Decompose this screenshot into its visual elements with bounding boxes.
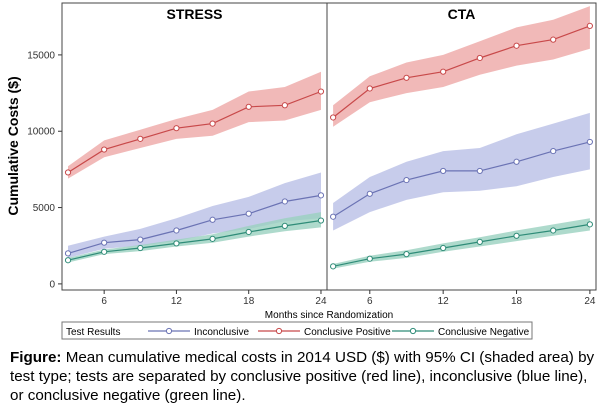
chart: 0 5000 10000 15000 Cumulative Costs ($) STRES…: [5, 2, 597, 340]
data-point: [550, 227, 557, 234]
data-point: [476, 238, 483, 246]
x-tick-label: 18: [243, 296, 255, 307]
data-point: [209, 120, 216, 127]
data-point: [366, 85, 373, 92]
y-tick-label: 15000: [27, 50, 55, 61]
figure-caption: Figure: Mean cumulative medical costs in…: [10, 348, 595, 405]
x-tick-label: 6: [101, 296, 107, 307]
legend-swatch-marker: [165, 327, 173, 335]
data-point: [101, 146, 108, 153]
y-tick-label: 10000: [27, 127, 55, 138]
ci-band: [333, 218, 590, 269]
x-tick-label: 12: [171, 296, 183, 307]
x-axis-label: Months since Randomization: [265, 310, 393, 321]
data-point: [550, 36, 557, 43]
legend-swatch-marker: [409, 327, 417, 335]
data-point: [586, 138, 593, 146]
data-point: [245, 103, 252, 110]
ci-band: [68, 172, 321, 258]
data-point: [317, 88, 325, 95]
data-point: [137, 135, 144, 142]
caption-text: Mean cumulative medical costs in 2014 US…: [10, 349, 595, 404]
data-point: [281, 102, 288, 109]
panel-title: CTA: [448, 6, 476, 22]
y-tick-label: 5000: [33, 203, 56, 214]
data-point: [137, 236, 144, 243]
legend-title: Test Results: [66, 327, 120, 338]
legend-swatch-marker: [275, 327, 283, 335]
x-tick-label: 12: [438, 296, 450, 307]
data-point: [476, 167, 483, 175]
data-point: [281, 198, 288, 205]
data-point: [64, 257, 72, 264]
x-tick-label: 24: [584, 296, 596, 307]
data-point: [403, 74, 410, 81]
data-point: [586, 22, 593, 29]
legend-label: Inconclusive: [194, 327, 249, 338]
data-point: [173, 240, 180, 247]
data-point: [101, 239, 108, 246]
data-point: [209, 216, 216, 223]
ci-band: [333, 6, 590, 127]
y-axis-label: Cumulative Costs ($): [5, 76, 21, 215]
data-point: [317, 192, 325, 199]
data-point: [101, 248, 108, 255]
series-line: [67, 194, 322, 254]
x-tick-label: 6: [367, 296, 373, 307]
data-point: [330, 263, 337, 270]
data-point: [586, 221, 593, 228]
caption-label: Figure:: [10, 349, 62, 366]
x-tick-label: 24: [315, 296, 327, 307]
data-point: [440, 68, 447, 75]
data-point: [440, 244, 447, 252]
ci-band: [68, 71, 321, 179]
panel-frame: [326, 2, 597, 291]
data-point: [513, 42, 520, 49]
data-point: [137, 244, 144, 252]
panel-title: STRESS: [166, 6, 222, 22]
data-point: [366, 190, 373, 197]
series-line: [332, 141, 591, 218]
series-line: [67, 90, 322, 174]
data-point: [403, 176, 410, 184]
data-point: [64, 169, 72, 176]
data-point: [245, 210, 252, 217]
data-point: [245, 228, 252, 236]
data-point: [173, 125, 180, 132]
series-line: [332, 223, 590, 267]
data-point: [209, 235, 216, 242]
series-line: [332, 25, 591, 118]
data-point: [403, 251, 410, 258]
data-point: [330, 213, 337, 220]
data-point: [64, 250, 72, 257]
data-point: [173, 227, 180, 234]
x-tick-label: 18: [511, 296, 523, 307]
data-point: [440, 167, 447, 175]
y-tick-label: 0: [49, 279, 55, 290]
data-point: [513, 158, 520, 165]
data-point: [317, 217, 325, 224]
ci-band: [68, 212, 321, 263]
legend-label: Conclusive Negative: [438, 327, 530, 338]
series-line: [67, 219, 322, 261]
data-point: [476, 54, 483, 62]
data-point: [330, 114, 337, 121]
data-point: [366, 255, 373, 262]
ci-band: [333, 112, 590, 231]
legend-label: Conclusive Positive: [304, 327, 391, 338]
data-point: [513, 232, 520, 239]
data-point: [550, 147, 557, 155]
data-point: [281, 222, 288, 229]
